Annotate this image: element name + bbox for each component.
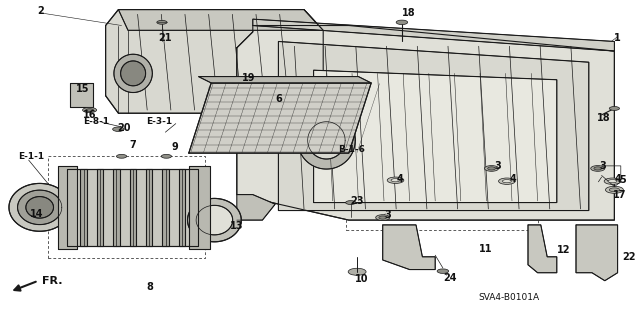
Text: 23: 23	[351, 196, 364, 206]
Polygon shape	[314, 70, 557, 203]
Ellipse shape	[609, 107, 620, 110]
Text: 21: 21	[159, 33, 172, 43]
Ellipse shape	[348, 268, 366, 275]
Polygon shape	[195, 169, 202, 246]
Polygon shape	[97, 169, 103, 246]
Text: SVA4-B0101A: SVA4-B0101A	[479, 293, 540, 302]
Ellipse shape	[608, 180, 617, 183]
Text: 2: 2	[37, 6, 44, 16]
Polygon shape	[113, 169, 120, 246]
Ellipse shape	[387, 177, 404, 183]
Ellipse shape	[227, 78, 240, 83]
Ellipse shape	[113, 127, 124, 131]
Text: 8: 8	[146, 282, 153, 292]
Text: 17: 17	[613, 189, 627, 200]
Ellipse shape	[604, 178, 621, 184]
Polygon shape	[188, 198, 241, 242]
Ellipse shape	[591, 166, 605, 171]
Text: 10: 10	[355, 274, 369, 284]
Text: 18: 18	[402, 8, 415, 18]
Ellipse shape	[484, 166, 499, 171]
Ellipse shape	[396, 20, 408, 25]
Ellipse shape	[488, 167, 495, 170]
Text: E-8-1: E-8-1	[83, 117, 109, 126]
Polygon shape	[67, 169, 198, 246]
Ellipse shape	[86, 109, 93, 111]
Text: 19: 19	[242, 73, 255, 83]
Ellipse shape	[116, 154, 127, 158]
Polygon shape	[64, 169, 70, 246]
Polygon shape	[196, 205, 233, 235]
Polygon shape	[237, 26, 614, 220]
Text: B-1-6: B-1-6	[338, 145, 365, 154]
Ellipse shape	[83, 108, 97, 113]
Polygon shape	[308, 122, 345, 159]
Ellipse shape	[499, 178, 515, 184]
Ellipse shape	[379, 216, 387, 219]
Ellipse shape	[161, 154, 172, 158]
Polygon shape	[26, 197, 54, 218]
Polygon shape	[146, 169, 152, 246]
Polygon shape	[118, 10, 323, 30]
Polygon shape	[130, 169, 136, 246]
Ellipse shape	[594, 167, 602, 170]
Ellipse shape	[437, 269, 449, 273]
Ellipse shape	[346, 201, 356, 204]
Polygon shape	[189, 83, 371, 153]
Polygon shape	[198, 77, 371, 83]
Polygon shape	[189, 166, 210, 249]
Polygon shape	[237, 195, 275, 220]
Text: 14: 14	[29, 209, 43, 219]
Text: 11: 11	[479, 244, 492, 254]
Text: 16: 16	[83, 110, 97, 120]
Text: E-3-1: E-3-1	[146, 117, 172, 126]
Ellipse shape	[609, 188, 620, 192]
Polygon shape	[576, 225, 618, 281]
Text: 1: 1	[614, 33, 621, 43]
Polygon shape	[298, 112, 355, 169]
Polygon shape	[121, 61, 146, 86]
Polygon shape	[278, 41, 589, 211]
Polygon shape	[253, 19, 614, 51]
Polygon shape	[528, 225, 557, 273]
Polygon shape	[9, 183, 70, 231]
Polygon shape	[70, 83, 93, 107]
Polygon shape	[106, 10, 323, 113]
Text: 13: 13	[230, 221, 244, 232]
Text: 15: 15	[76, 84, 89, 94]
Text: 4: 4	[509, 174, 516, 184]
Polygon shape	[163, 169, 169, 246]
Text: 18: 18	[597, 113, 611, 123]
Polygon shape	[58, 166, 77, 249]
Text: 4: 4	[614, 174, 621, 184]
Text: 20: 20	[117, 122, 131, 133]
Text: E-1-1: E-1-1	[18, 152, 44, 161]
Text: 7: 7	[129, 140, 136, 150]
Text: 24: 24	[443, 272, 456, 283]
Text: FR.: FR.	[42, 276, 62, 286]
Text: 22: 22	[622, 252, 636, 262]
Text: 3: 3	[494, 161, 501, 171]
Text: 4: 4	[397, 174, 404, 184]
Ellipse shape	[376, 215, 390, 220]
Polygon shape	[383, 225, 435, 270]
Text: 3: 3	[600, 161, 607, 171]
Text: 12: 12	[557, 245, 570, 256]
Ellipse shape	[391, 179, 400, 182]
Text: 9: 9	[172, 142, 179, 152]
Polygon shape	[114, 54, 152, 93]
Text: 6: 6	[275, 94, 282, 104]
Text: 3: 3	[384, 210, 391, 220]
Polygon shape	[179, 169, 185, 246]
Ellipse shape	[605, 186, 623, 193]
Ellipse shape	[157, 20, 167, 24]
Polygon shape	[17, 190, 62, 225]
Ellipse shape	[502, 180, 511, 183]
Polygon shape	[81, 169, 87, 246]
Text: 5: 5	[620, 175, 627, 185]
